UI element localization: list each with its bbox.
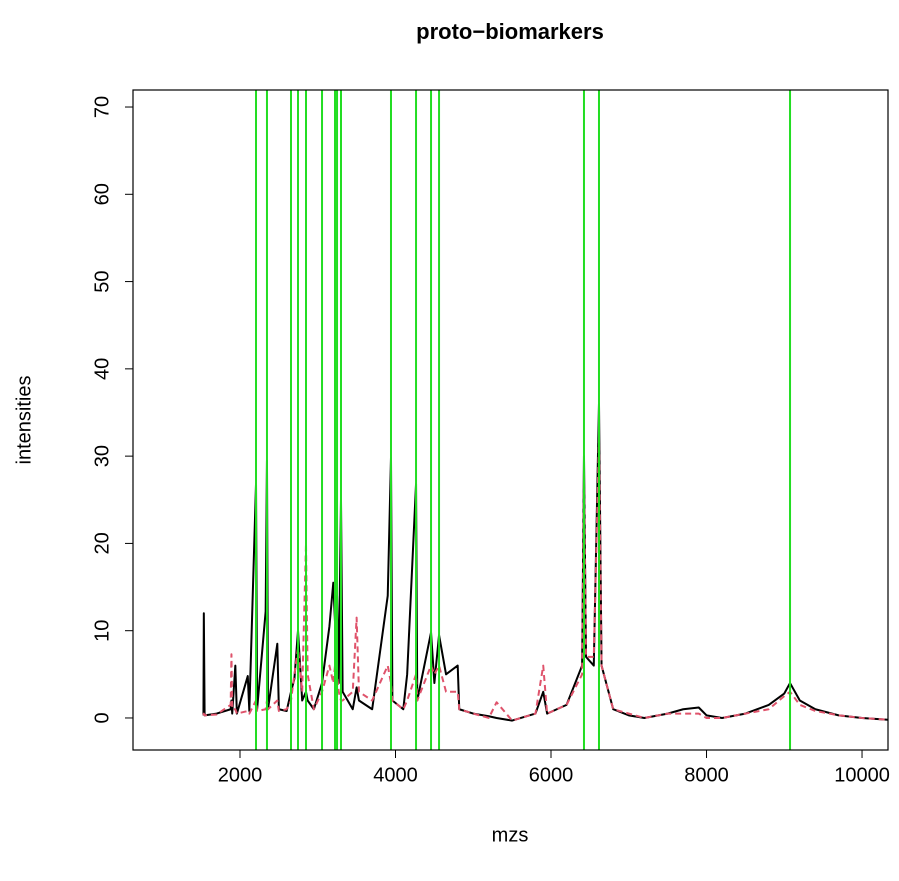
y-tick-label: 40 [91,358,113,380]
x-tick-label: 10000 [834,764,890,786]
y-tick-label: 20 [91,532,113,554]
plot-area [202,90,888,750]
y-tick-label: 0 [91,712,113,723]
y-axis-label: intensities [13,376,35,465]
chart-title: proto−biomarkers [416,19,604,44]
x-tick-label: 4000 [373,764,418,786]
x-tick-label: 6000 [529,764,574,786]
y-tick-label: 50 [91,270,113,292]
y-tick-label: 70 [91,96,113,118]
y-tick-label: 30 [91,445,113,467]
plot-frame [132,89,889,751]
x-tick-label: 2000 [218,764,263,786]
y-tick-label: 10 [91,620,113,642]
x-tick-label: 8000 [684,764,729,786]
series-line [202,437,888,722]
y-tick-label: 60 [91,183,113,205]
x-axis-label: mzs [492,824,529,846]
